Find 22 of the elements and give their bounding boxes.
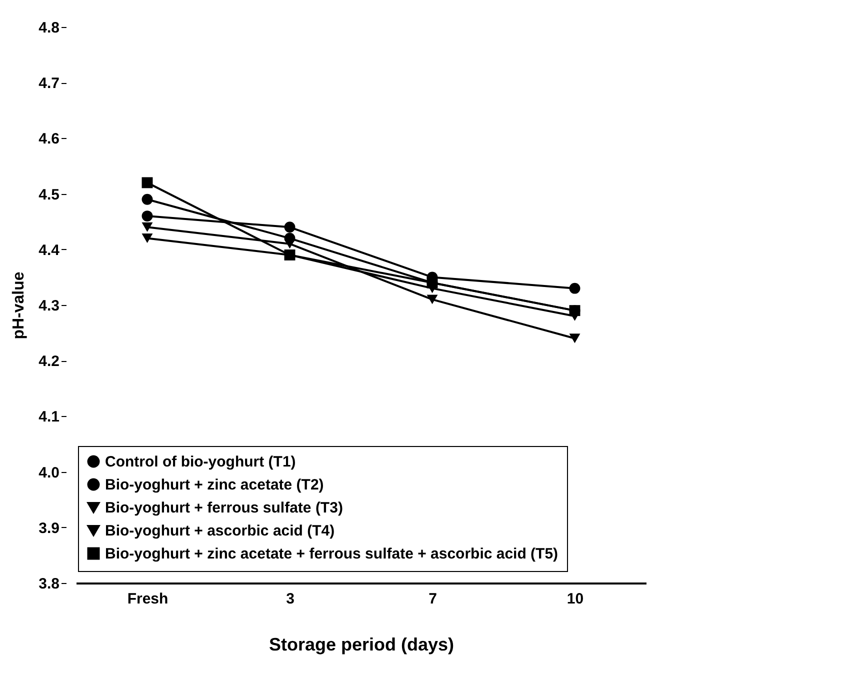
y-tick-label: 4.3 bbox=[38, 298, 60, 314]
legend-label: Bio-yoghurt + ferrous sulfate (T3) bbox=[105, 500, 343, 516]
y-tick-label: 4.2 bbox=[38, 353, 60, 370]
y-tick-label: 3.9 bbox=[38, 520, 60, 537]
x-axis-title: Storage period (days) bbox=[268, 634, 454, 654]
legend-label: Bio-yoghurt + zinc acetate + ferrous sulfate + ascorbic acid (T5) bbox=[105, 546, 558, 562]
y-tick-label: 3.8 bbox=[38, 576, 60, 592]
y-tick-label: 4.1 bbox=[38, 408, 60, 426]
y-tick-label: 4.6 bbox=[38, 130, 60, 148]
y-tick-label: 4.5 bbox=[38, 186, 60, 204]
x-tick-label: 7 bbox=[428, 590, 437, 608]
y-tick-label: 4.8 bbox=[38, 20, 60, 36]
x-tick-label: Fresh bbox=[127, 590, 168, 608]
y-tick-label: 4.0 bbox=[38, 464, 60, 482]
legend-label: Bio-yoghurt + ascorbic acid (T4) bbox=[105, 522, 335, 540]
x-tick-label: 3 bbox=[286, 590, 294, 608]
y-axis-title: pH-value bbox=[10, 272, 28, 340]
legend-label: Control of bio-yoghurt (T1) bbox=[105, 454, 296, 470]
y-tick-label: 4.7 bbox=[38, 75, 60, 92]
y-tick-label: 4.4 bbox=[38, 242, 60, 259]
legend-label: Bio-yoghurt + zinc acetate (T2) bbox=[105, 476, 324, 494]
x-tick-label: 10 bbox=[566, 590, 584, 608]
